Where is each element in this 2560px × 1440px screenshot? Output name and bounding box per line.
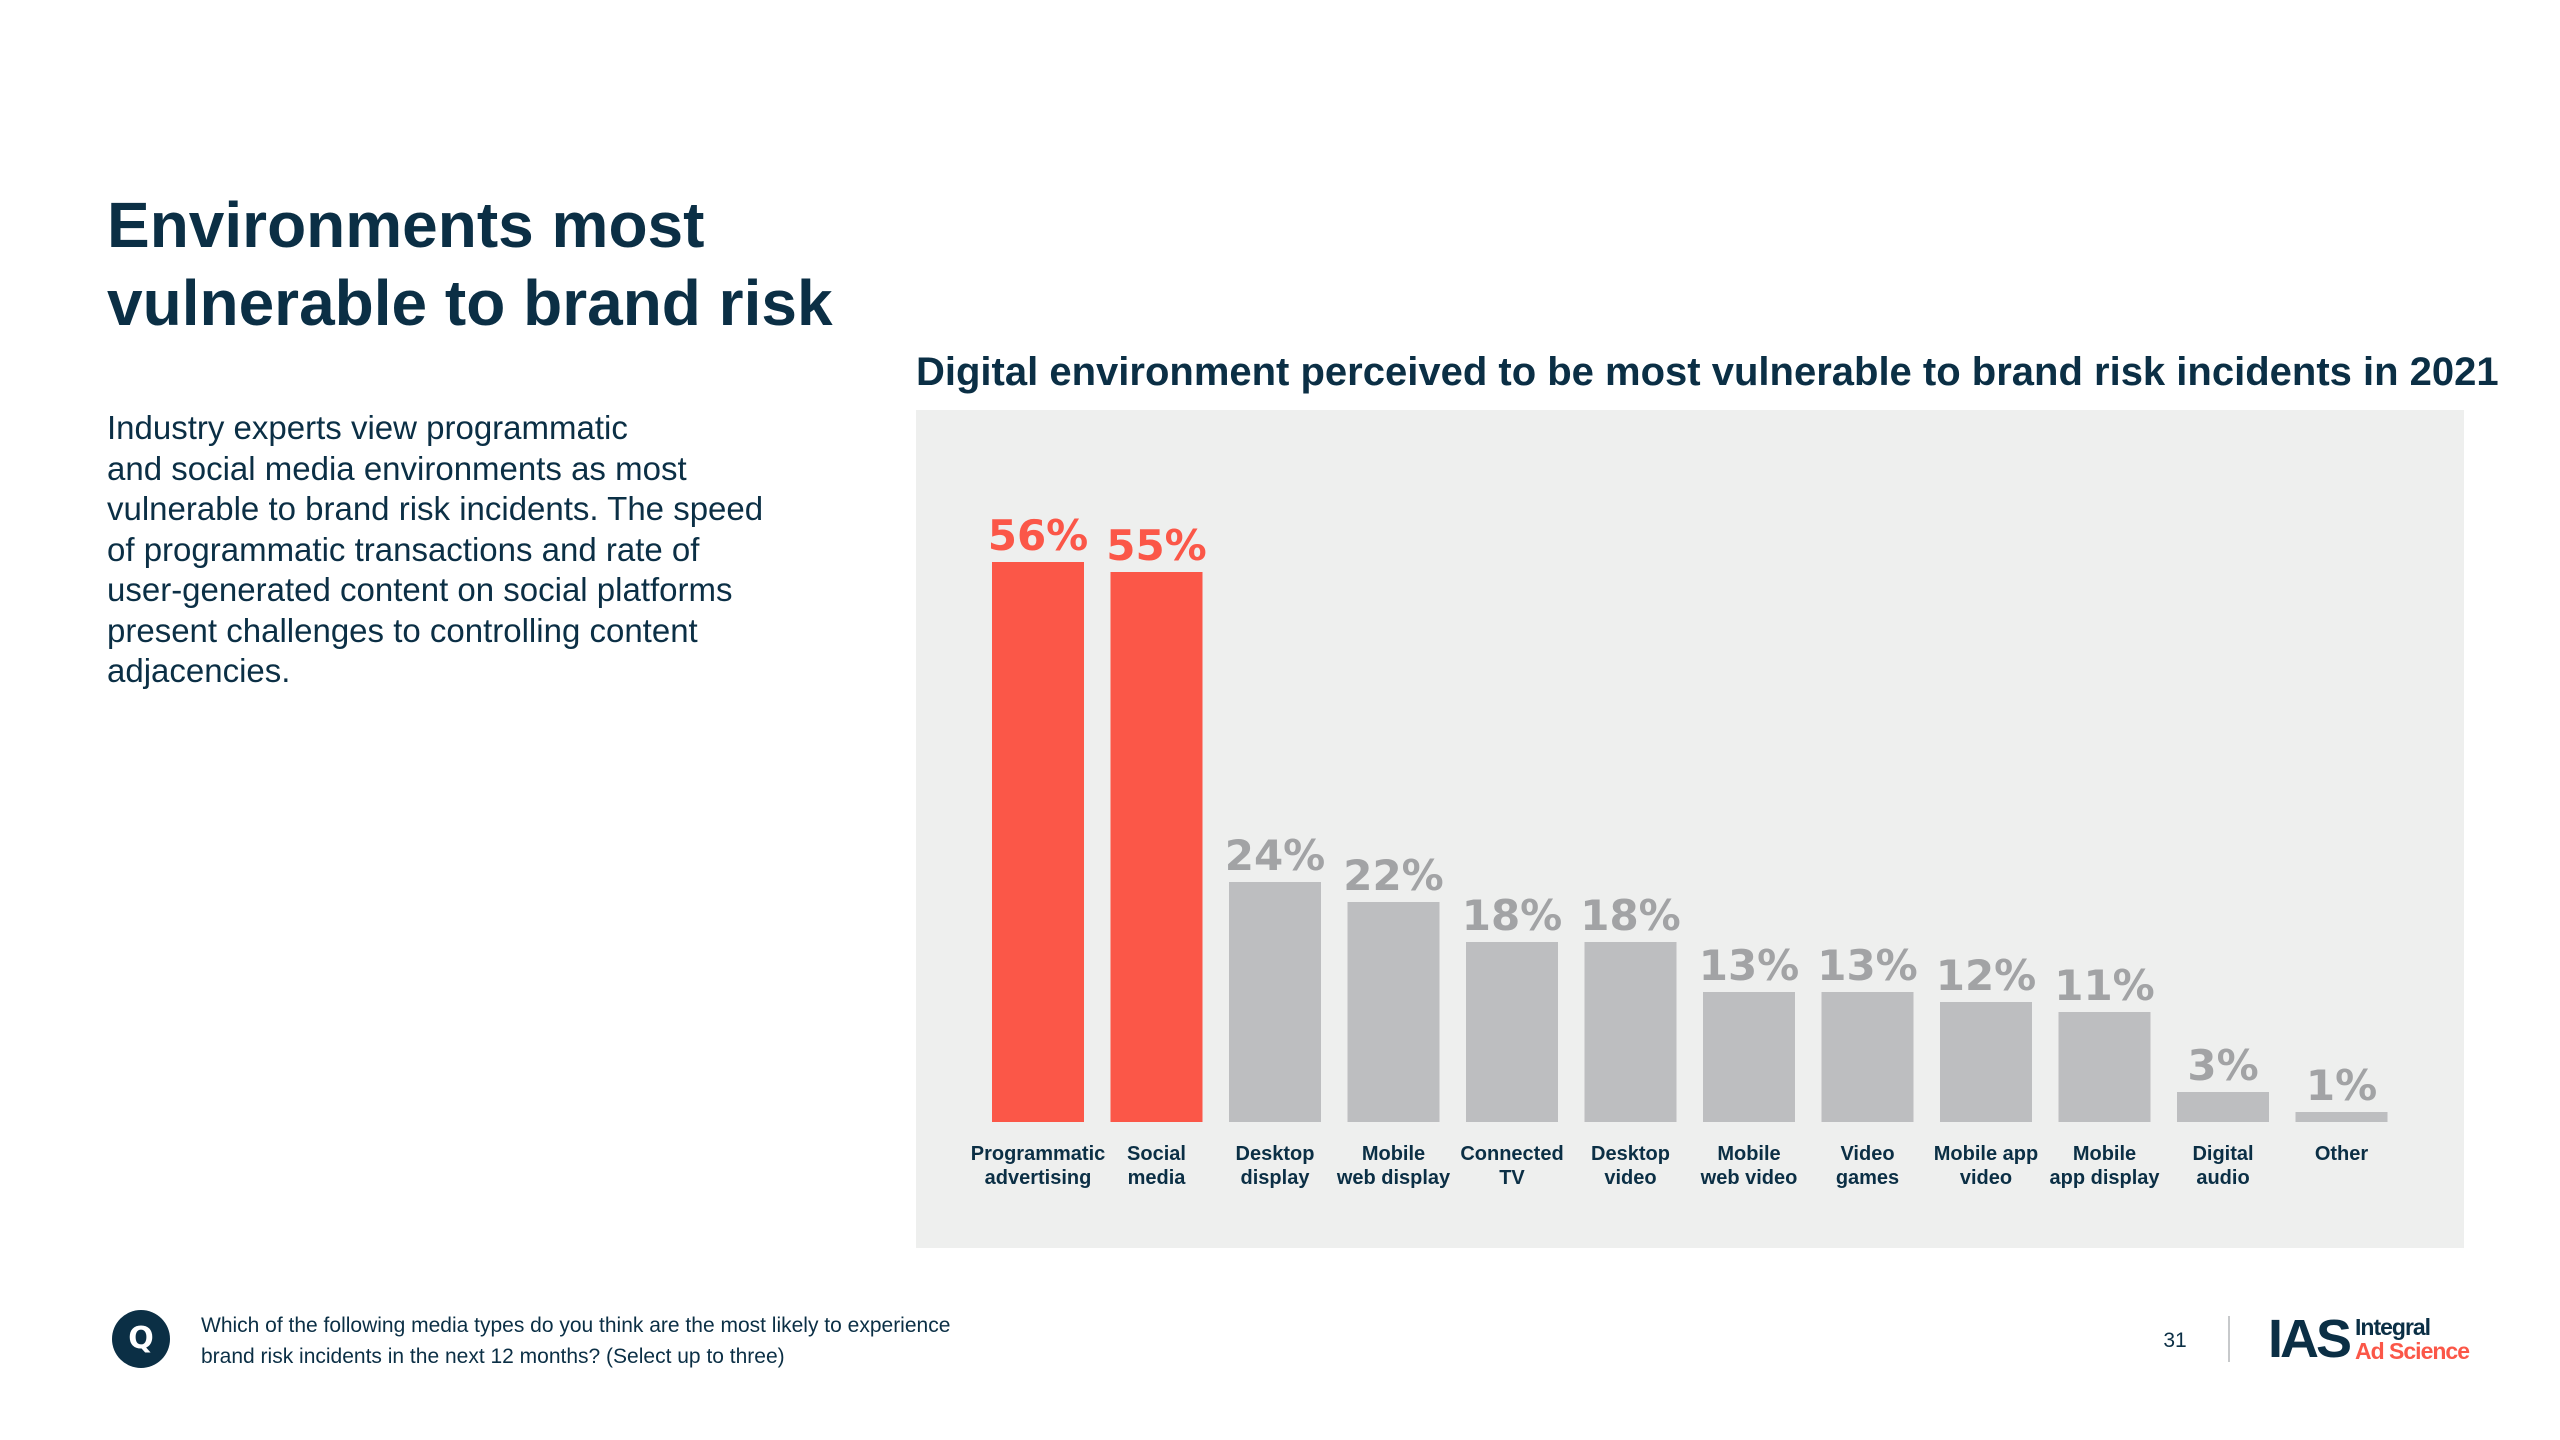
category-label: Mobile web video (1700, 1143, 1798, 1189)
bar (1110, 572, 1203, 1122)
bar-value-label: 22% (1343, 851, 1444, 900)
intro-line: and social media environments as most (107, 449, 687, 487)
category-label: Mobile app video (1934, 1143, 2038, 1189)
category-label-line: video (1960, 1167, 2012, 1189)
category-label-line: Digital (2192, 1143, 2253, 1165)
page-title-line: Environments most (107, 189, 705, 261)
page-title-line: vulnerable to brand risk (107, 267, 833, 339)
category-label-line: TV (1499, 1167, 1525, 1189)
intro-paragraph: Industry experts view programmatic and s… (107, 408, 827, 692)
chart-panel: 56% Programmatic advertising 55% Social media… (916, 410, 2464, 1248)
category-label: Other (2315, 1143, 2369, 1165)
category-label-line: Mobile (1362, 1143, 1425, 1165)
bar (1821, 992, 1914, 1122)
bar-value-label: 18% (1462, 891, 1563, 940)
survey-question-line: Which of the following media types do yo… (201, 1314, 951, 1337)
logo-wordmark-line2: Ad Science (2355, 1338, 2470, 1364)
page-number: 31 (2163, 1329, 2187, 1352)
category-label-line: Programmatic (971, 1143, 1106, 1165)
bar (992, 562, 1084, 1122)
category-label: Connected TV (1460, 1143, 1563, 1189)
category-label: Video games (1836, 1143, 1899, 1189)
bar (2295, 1112, 2388, 1122)
question-badge: Q (112, 1310, 170, 1368)
category-label: Mobile web display (1336, 1143, 1451, 1189)
bar (1584, 942, 1677, 1122)
bar-value-label: 18% (1580, 891, 1681, 940)
bar-value-label: 56% (988, 511, 1089, 560)
bar (1229, 882, 1321, 1122)
bar-value-label: 12% (1936, 951, 2037, 1000)
category-label-line: Desktop (1591, 1143, 1670, 1165)
intro-line: user-generated content on social platfor… (107, 571, 733, 608)
bar-value-label: 3% (2187, 1041, 2258, 1090)
category-label-line: display (1241, 1167, 1311, 1189)
category-label: Social media (1127, 1143, 1186, 1189)
intro-line: adjacencies. (107, 652, 291, 689)
bar (2177, 1092, 2269, 1122)
category-label-line: audio (2196, 1167, 2249, 1189)
bar-value-label: 1% (2306, 1061, 2377, 1110)
category-label: Programmatic advertising (971, 1143, 1106, 1189)
logo-mark: IAS (2268, 1309, 2352, 1369)
category-label: Mobile app display (2049, 1143, 2160, 1189)
survey-question-line: brand risk incidents in the next 12 mont… (201, 1345, 785, 1368)
category-label-line: media (1128, 1167, 1187, 1189)
intro-line: Industry experts view programmatic (107, 409, 628, 446)
bar-value-label: 13% (1699, 941, 1800, 990)
category-label-line: Social (1127, 1143, 1186, 1165)
category-label: Digital audio (2192, 1143, 2253, 1189)
page-title: Environments most vulnerable to brand ri… (107, 186, 907, 342)
category-label-line: Other (2315, 1143, 2369, 1165)
bar (1940, 1002, 2032, 1122)
bar (1347, 902, 1440, 1122)
footer-divider (2228, 1316, 2230, 1362)
category-label-line: Mobile app (1934, 1143, 2038, 1165)
bar-chart: 56% Programmatic advertising 55% Social media… (971, 511, 2388, 1189)
bar-value-label: 24% (1225, 831, 1326, 880)
category-label-line: web display (1336, 1167, 1451, 1189)
bar (2058, 1012, 2151, 1122)
bar-value-label: 13% (1817, 941, 1918, 990)
category-label: Desktop video (1591, 1143, 1670, 1189)
chart-title: Digital environment perceived to be most… (916, 350, 2499, 394)
category-label-line: web video (1700, 1167, 1798, 1189)
category-label-line: app display (2049, 1167, 2160, 1189)
category-label-line: Mobile (2073, 1143, 2136, 1165)
intro-line: vulnerable to brand risk incidents. The … (107, 490, 764, 527)
category-label-line: Desktop (1236, 1143, 1315, 1165)
ias-logo: IAS Integral Ad Science (2268, 1311, 2488, 1367)
category-label-line: Connected (1460, 1143, 1563, 1165)
logo-wordmark-line1: Integral (2355, 1314, 2431, 1340)
category-label-line: Video (1840, 1143, 1894, 1165)
bar (1703, 992, 1795, 1122)
category-label-line: games (1836, 1167, 1899, 1189)
intro-line: of programmatic transactions and rate of (107, 530, 700, 568)
bar (1466, 942, 1558, 1122)
category-label: Desktop display (1236, 1143, 1315, 1189)
survey-question: Which of the following media types do yo… (201, 1310, 1101, 1372)
bar-value-label: 55% (1106, 521, 1207, 570)
category-label-line: advertising (985, 1167, 1092, 1189)
category-label-line: Mobile (1717, 1143, 1780, 1165)
category-label-line: video (1604, 1167, 1656, 1189)
bar-value-label: 11% (2054, 961, 2155, 1010)
intro-line: present challenges to controlling conten… (107, 611, 698, 649)
